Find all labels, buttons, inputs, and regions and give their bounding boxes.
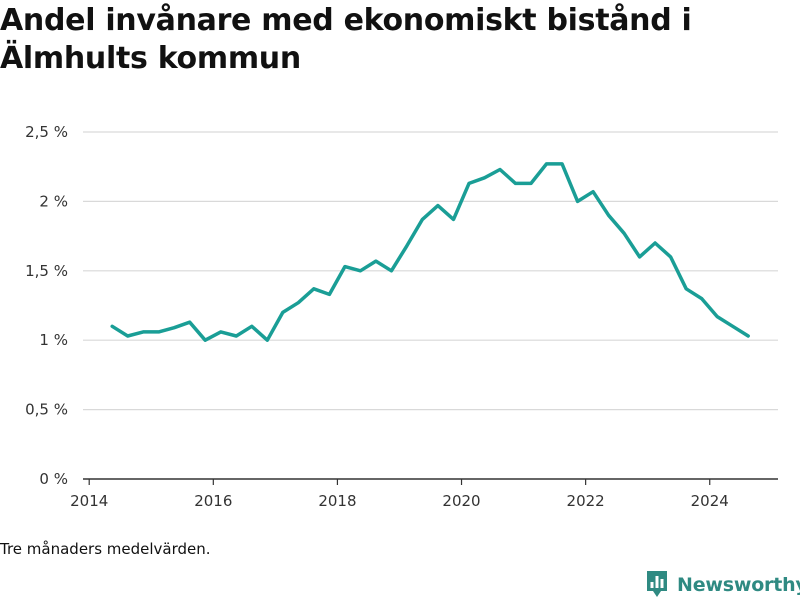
- brand-name: Newsworthy: [677, 574, 800, 596]
- x-tick-label: 2020: [442, 492, 480, 510]
- y-axis: 0 % 0,5 % 1 % 1,5 % 2 % 2,5 %: [25, 123, 68, 488]
- y-tick-label: 2 %: [39, 192, 68, 210]
- y-tick-label: 1 %: [39, 331, 68, 349]
- x-tick-label: 2016: [194, 492, 232, 510]
- y-tick-label: 1,5 %: [25, 262, 68, 280]
- chart-note: Tre månaders medelvärden.: [0, 540, 211, 558]
- brand-logo: Newsworthy: [645, 570, 800, 600]
- y-tick-label: 0,5 %: [25, 401, 68, 419]
- y-tick-label: 2,5 %: [25, 123, 68, 141]
- x-tick-label: 2022: [567, 492, 605, 510]
- bar-chart-pin-icon: [647, 571, 667, 597]
- series-group: [110, 162, 750, 342]
- x-tick-label: 2024: [691, 492, 729, 510]
- x-tick-label: 2018: [318, 492, 356, 510]
- line-chart: 0 % 0,5 % 1 % 1,5 % 2 % 2,5 % 2014 2016 2018 202…: [25, 123, 778, 510]
- chart-title: Andel invånare med ekonomiskt bistånd i …: [0, 3, 692, 76]
- x-tick-label: 2014: [70, 492, 108, 510]
- x-axis: 2014 2016 2018 2020 2022 2024: [70, 478, 778, 510]
- grid-lines: [83, 131, 778, 411]
- y-tick-label: 0 %: [39, 470, 68, 488]
- series-line: [110, 162, 750, 342]
